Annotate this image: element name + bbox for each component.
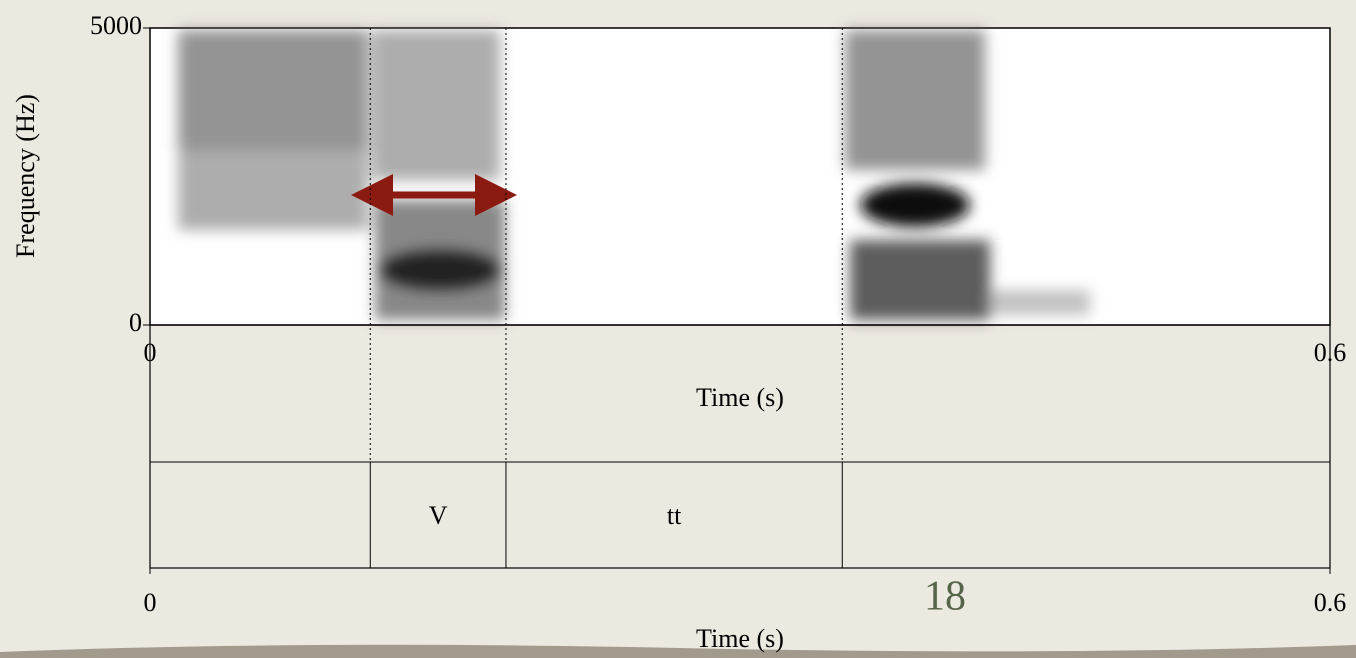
- interval-label: V: [429, 501, 448, 530]
- y-tick-label: 5000: [90, 11, 142, 40]
- x-tick-label: 0: [144, 588, 157, 617]
- y-axis-label: Frequency (Hz): [11, 94, 40, 258]
- textgrid-box: [149, 324, 1331, 569]
- x-tick-label: 0.6: [1314, 588, 1347, 617]
- x-axis-label: Time (s): [696, 624, 784, 653]
- x-tick-label: 0: [144, 338, 157, 367]
- page-number: 18: [924, 574, 966, 620]
- x-axis-label: Time (s): [696, 383, 784, 412]
- x-tick-label: 0.6: [1314, 338, 1347, 367]
- y-tick-label: 0: [129, 308, 142, 337]
- spectrogram-energy: [178, 30, 1090, 320]
- paper-edge: [0, 644, 1356, 658]
- interval-label: tt: [667, 501, 682, 530]
